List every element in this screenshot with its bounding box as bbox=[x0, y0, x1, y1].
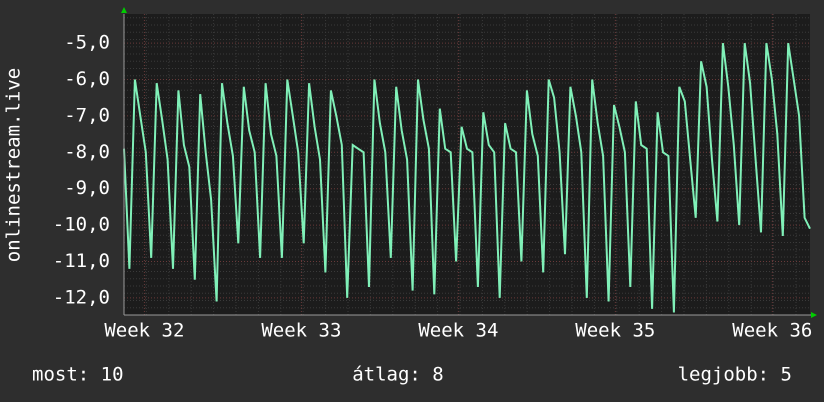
y-tick-label: -6,0 bbox=[64, 68, 110, 90]
footer-max: legjobb: 5 bbox=[678, 364, 792, 386]
x-axis-arrow bbox=[811, 312, 817, 318]
y-axis-arrow bbox=[121, 7, 127, 13]
x-tick-label: Week 35 bbox=[575, 320, 655, 342]
plot-area bbox=[124, 14, 810, 315]
y-tick-label: -11,0 bbox=[53, 250, 110, 272]
y-tick-label: -9,0 bbox=[64, 177, 110, 199]
y-tick-label: -10,0 bbox=[53, 214, 110, 236]
y-axis-label: onlinestream.live bbox=[3, 68, 25, 262]
footer-current: most: 10 bbox=[32, 364, 124, 386]
y-tick-label: -7,0 bbox=[64, 104, 110, 126]
y-tick-label: -8,0 bbox=[64, 141, 110, 163]
footer-average: átlag: 8 bbox=[352, 364, 444, 386]
x-tick-label: Week 36 bbox=[732, 320, 812, 342]
x-tick-label: Week 34 bbox=[418, 320, 498, 342]
x-tick-label: Week 33 bbox=[261, 320, 341, 342]
x-tick-label: Week 32 bbox=[104, 320, 184, 342]
series bbox=[123, 42, 811, 313]
data-line bbox=[123, 42, 811, 313]
y-tick-label: -5,0 bbox=[64, 32, 110, 54]
y-tick-label: -12,0 bbox=[53, 286, 110, 308]
